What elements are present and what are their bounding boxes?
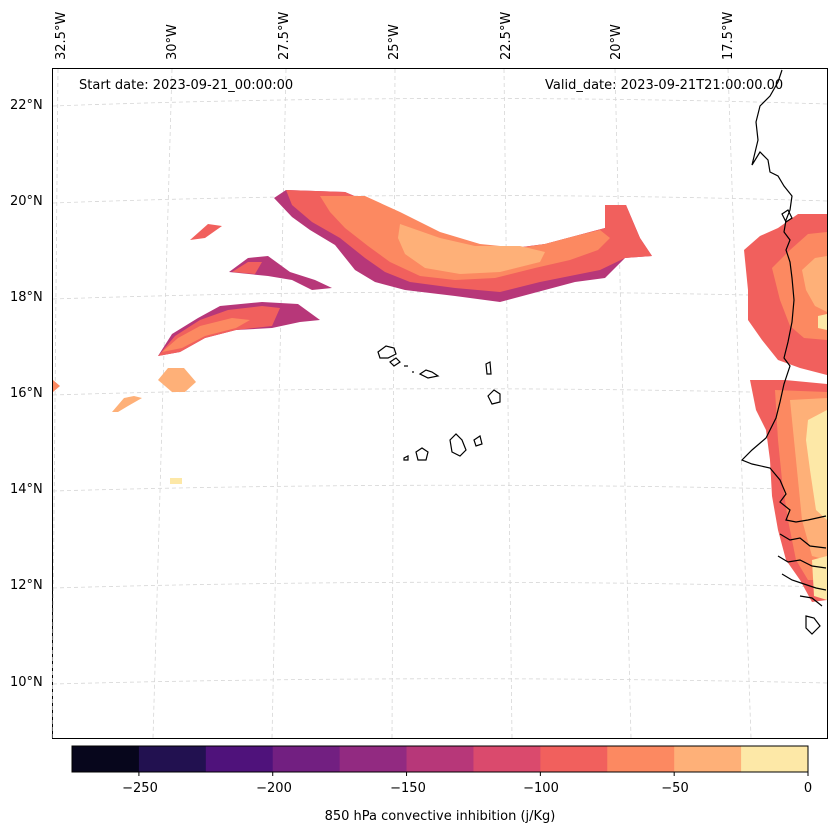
colorbar-segment <box>406 746 474 772</box>
cin-blob-4 <box>112 396 142 412</box>
lon-label-17-5w: 17.5°W <box>721 11 736 60</box>
island-2 <box>389 357 401 367</box>
africa-coastline <box>740 69 827 635</box>
cin-band-north-core <box>398 224 545 274</box>
colorbar-segment <box>272 746 341 772</box>
lat-label-18n: 18°N <box>10 290 43 305</box>
start-date-annotation: Start date: 2023-09-21_00:00:00 <box>79 78 294 93</box>
colorbar-segment <box>138 746 207 772</box>
colorbar-segment <box>674 746 742 772</box>
lat-label-14n: 14°N <box>10 482 43 497</box>
cin-east-north-core <box>802 256 827 312</box>
lon-label-30w: 30°W <box>165 24 180 60</box>
colorbar-frame <box>71 745 809 773</box>
lat-label-12n: 12°N <box>10 578 43 593</box>
coastlines <box>377 69 827 635</box>
lon-label-22-5w: 22.5°W <box>499 11 514 60</box>
colorbar-tick-minus100: −100 <box>523 781 559 796</box>
colorbar-tick-minus150: −150 <box>390 781 426 796</box>
island-9 <box>473 435 483 447</box>
cin-blob-2-inner <box>232 262 262 274</box>
colorbar-segment <box>72 746 140 772</box>
lat-label-20n: 20°N <box>10 194 43 209</box>
lon-label-32-5w: 32.5°W <box>54 11 69 60</box>
valid-date-annotation: Valid_date: 2023-09-21T21:00:00.00 <box>545 78 784 93</box>
island-10 <box>415 447 429 461</box>
cin-blob-edge <box>53 380 60 392</box>
colorbar-segment <box>205 746 274 772</box>
cin-blob-1 <box>190 224 222 240</box>
cin-east-north-inner <box>772 232 827 340</box>
colorbar-segment <box>473 746 541 772</box>
lat-label-10n: 10°N <box>10 675 43 690</box>
map-frame <box>52 68 828 739</box>
island-5 <box>418 369 440 379</box>
cin-east-south-tail <box>812 556 827 600</box>
cin-blob-3 <box>158 368 196 392</box>
colorbar-tick-minus50: −50 <box>661 781 689 796</box>
colorbar-segment <box>741 746 809 772</box>
colorbar-tick-0: 0 <box>803 781 813 796</box>
coast-inlet-1 <box>781 209 793 223</box>
cin-blob-5 <box>170 478 182 484</box>
lat-label-16n: 16°N <box>10 386 43 401</box>
lon-label-25w: 25°W <box>387 24 402 60</box>
island-1 <box>377 345 397 359</box>
cin-east-south-core <box>806 410 827 520</box>
colorbar <box>71 745 809 776</box>
colorbar-title: 850 hPa convective inhibition (j/Kg) <box>324 809 556 824</box>
colorbar-segment <box>339 746 408 772</box>
cin-fields <box>53 190 827 602</box>
cin-east-north-yellow <box>818 314 827 330</box>
island-7 <box>487 389 501 405</box>
colorbar-segment <box>607 746 675 772</box>
island-8 <box>449 433 467 457</box>
island-6 <box>485 361 492 375</box>
colorbar-tick-minus250: −250 <box>122 781 158 796</box>
island-11 <box>403 455 409 461</box>
lat-label-22n: 22°N <box>10 98 43 113</box>
lon-label-27-5w: 27.5°W <box>277 11 292 60</box>
cin-band-sw-inner <box>162 318 250 352</box>
lon-label-20w: 20°W <box>609 24 624 60</box>
colorbar-segment <box>540 746 608 772</box>
colorbar-tick-minus200: −200 <box>256 781 292 796</box>
